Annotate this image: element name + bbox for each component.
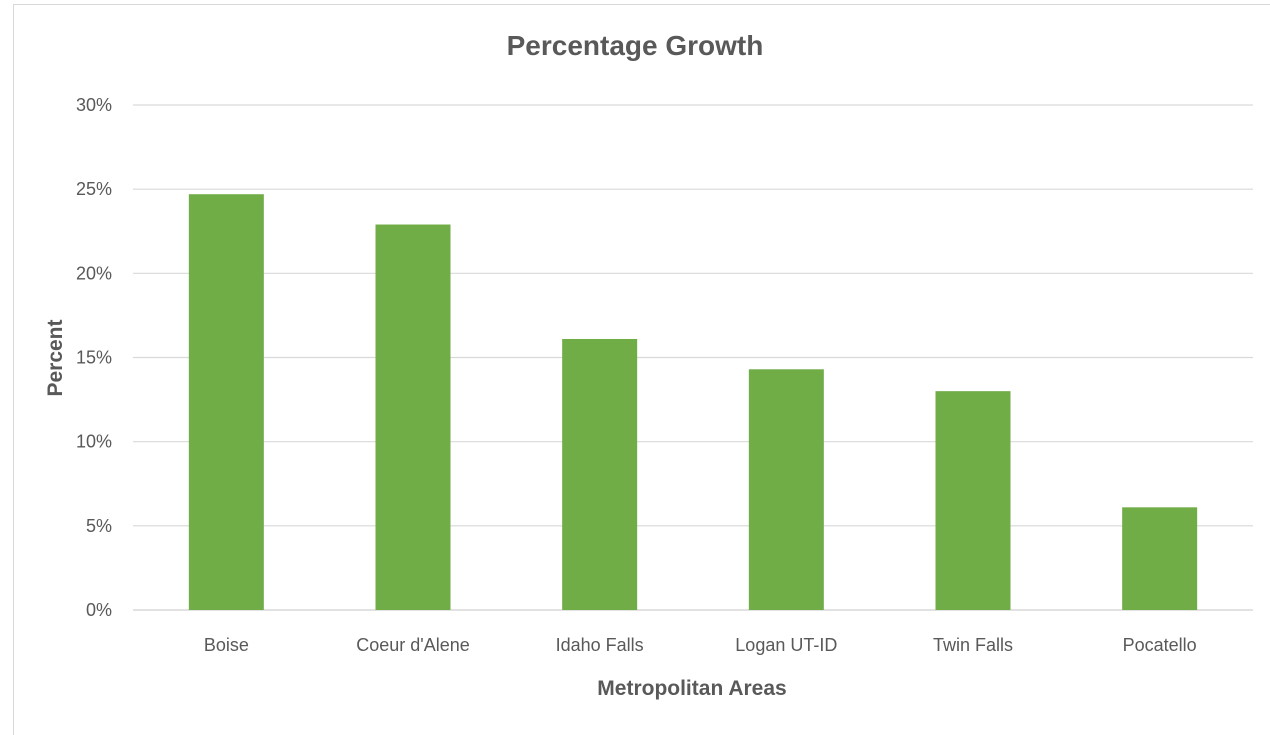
y-axis-ticks: 0% 5% 10% 15% 20% 25% 30% xyxy=(76,95,112,620)
y-tick-label: 5% xyxy=(86,516,112,536)
bar xyxy=(1122,507,1198,610)
chart-frame xyxy=(13,4,1270,735)
x-tick-label: Pocatello xyxy=(1123,635,1197,655)
x-axis-ticks: Boise Coeur d'Alene Idaho Falls Logan UT-ID… xyxy=(204,635,1197,655)
x-tick-label: Coeur d'Alene xyxy=(356,635,470,655)
bar xyxy=(375,224,451,610)
y-tick-label: 25% xyxy=(76,179,112,199)
x-axis-title: Metropolitan Areas xyxy=(597,677,786,700)
chart-title: Percentage Growth xyxy=(506,30,764,61)
y-tick-label: 30% xyxy=(76,95,112,115)
bar xyxy=(562,338,638,610)
y-tick-label: 15% xyxy=(76,348,112,368)
bar xyxy=(935,391,1011,610)
x-tick-label: Boise xyxy=(204,635,249,655)
y-axis-title: Percent xyxy=(44,319,67,396)
bar xyxy=(188,194,264,610)
y-tick-label: 0% xyxy=(86,600,112,620)
y-tick-label: 20% xyxy=(76,263,112,283)
x-tick-label: Twin Falls xyxy=(933,635,1013,655)
bars xyxy=(188,194,1198,610)
bar xyxy=(748,369,824,610)
x-tick-label: Idaho Falls xyxy=(556,635,644,655)
gridlines xyxy=(133,104,1253,611)
x-tick-label: Logan UT-ID xyxy=(735,635,837,655)
y-tick-label: 10% xyxy=(76,432,112,452)
